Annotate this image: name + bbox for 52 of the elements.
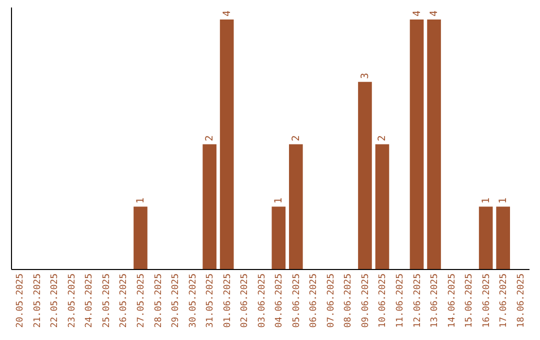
data-label: 4 — [412, 10, 423, 16]
x-tick-label: 13.06.2025 — [430, 274, 440, 328]
x-tick-label: 16.06.2025 — [482, 274, 492, 328]
x-tick-label: 12.06.2025 — [412, 274, 423, 328]
data-label: 2 — [377, 135, 388, 142]
x-tick-label: 10.06.2025 — [378, 274, 388, 328]
bar — [202, 144, 216, 269]
x-tick-label: 14.06.2025 — [447, 274, 458, 328]
x-tick-label: 05.06.2025 — [292, 274, 302, 328]
x-tick-label: 11.06.2025 — [396, 274, 406, 328]
x-tick-label: 24.05.2025 — [84, 274, 95, 328]
x-tick-label: 15.06.2025 — [464, 274, 475, 328]
x-tick-label: 30.05.2025 — [188, 274, 198, 328]
bar — [427, 19, 441, 269]
x-tick-label: 29.05.2025 — [171, 274, 182, 328]
data-label: 3 — [360, 72, 371, 79]
x-tick-label: 01.06.2025 — [222, 274, 233, 328]
bar — [134, 206, 148, 269]
bar — [478, 206, 493, 269]
data-label: 1 — [274, 198, 285, 204]
data-label: 1 — [480, 198, 492, 204]
x-tick-label: 22.05.2025 — [50, 274, 60, 328]
bar — [358, 82, 372, 269]
bar — [496, 206, 510, 269]
bar — [410, 19, 424, 269]
x-tick-label: 28.05.2025 — [154, 274, 164, 328]
bar — [272, 206, 286, 269]
data-label: 1 — [498, 198, 510, 204]
x-tick-label: 02.06.2025 — [240, 274, 250, 328]
x-tick-label: 23.05.2025 — [67, 274, 78, 328]
data-label: 2 — [290, 135, 302, 142]
x-tick-label: 26.05.2025 — [119, 274, 130, 328]
x-tick-label: 03.06.2025 — [257, 274, 268, 328]
x-tick-label: 08.06.2025 — [344, 274, 354, 328]
x-tick-label: 27.05.2025 — [136, 274, 146, 328]
bar — [375, 144, 390, 269]
data-label: 4 — [429, 10, 440, 16]
x-tick-label: 31.05.2025 — [206, 274, 216, 328]
x-tick-label: 06.06.2025 — [309, 274, 320, 328]
x-tick-label: 17.06.2025 — [499, 274, 510, 328]
data-label: 1 — [136, 198, 146, 204]
x-tick-label: 07.06.2025 — [326, 274, 336, 328]
x-tick-label: 21.05.2025 — [32, 274, 43, 328]
data-label: 4 — [222, 10, 233, 16]
x-tick-label: 25.05.2025 — [102, 274, 112, 328]
x-tick-label: 18.06.2025 — [516, 274, 526, 328]
x-tick-label: 20.05.2025 — [16, 274, 26, 328]
bar — [288, 144, 303, 269]
x-tick-label: 04.06.2025 — [274, 274, 285, 328]
x-tick-label: 09.06.2025 — [360, 274, 371, 328]
data-label: 2 — [204, 135, 216, 142]
bar — [220, 19, 234, 269]
